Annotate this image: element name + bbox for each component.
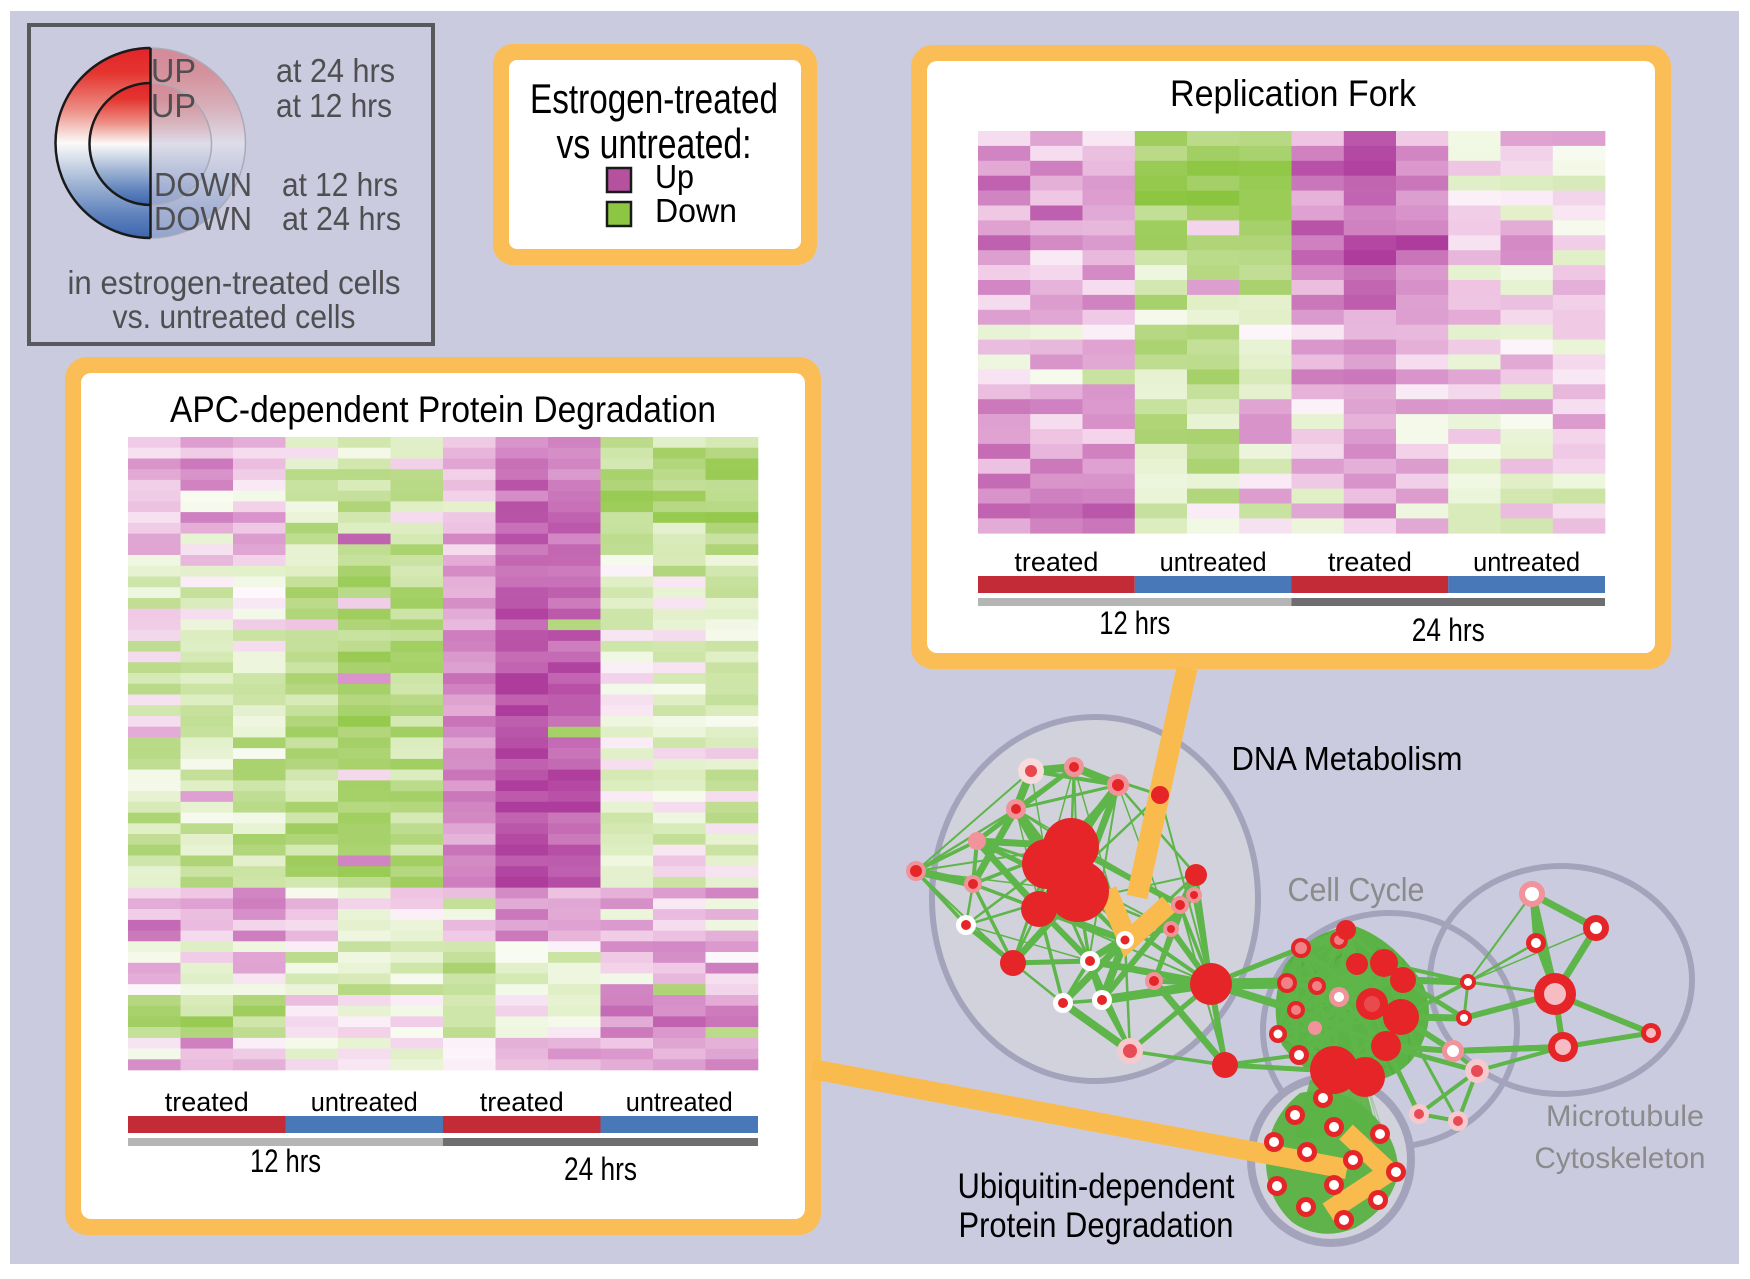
svg-text:12 hrs: 12 hrs bbox=[1099, 605, 1170, 641]
svg-text:UP: UP bbox=[151, 52, 196, 89]
svg-text:Up: Up bbox=[655, 158, 694, 195]
svg-text:DOWN: DOWN bbox=[154, 166, 252, 203]
svg-text:Protein Degradation: Protein Degradation bbox=[959, 1206, 1234, 1245]
svg-text:at 12 hrs: at 12 hrs bbox=[282, 166, 398, 203]
svg-text:Down: Down bbox=[655, 192, 737, 229]
svg-text:at 24 hrs: at 24 hrs bbox=[282, 200, 401, 237]
svg-text:treated: treated bbox=[1014, 547, 1098, 577]
svg-text:UP: UP bbox=[151, 87, 196, 124]
svg-text:Cytoskeleton: Cytoskeleton bbox=[1535, 1142, 1706, 1175]
svg-text:in estrogen-treated cells: in estrogen-treated cells bbox=[68, 264, 401, 301]
svg-text:Estrogen-treated: Estrogen-treated bbox=[530, 75, 778, 122]
svg-text:Ubiquitin-dependent: Ubiquitin-dependent bbox=[958, 1167, 1235, 1206]
svg-text:untreated: untreated bbox=[311, 1087, 418, 1117]
svg-text:24 hrs: 24 hrs bbox=[1412, 612, 1485, 648]
svg-text:untreated: untreated bbox=[1473, 547, 1580, 577]
svg-text:24 hrs: 24 hrs bbox=[564, 1151, 637, 1187]
svg-text:APC-dependent Protein Degradat: APC-dependent Protein Degradation bbox=[170, 389, 716, 430]
svg-text:untreated: untreated bbox=[626, 1087, 733, 1117]
svg-text:Microtubule: Microtubule bbox=[1546, 1100, 1704, 1133]
svg-text:treated: treated bbox=[165, 1087, 249, 1117]
svg-text:at 24 hrs: at 24 hrs bbox=[276, 52, 395, 89]
svg-text:Cell Cycle: Cell Cycle bbox=[1288, 871, 1425, 908]
svg-text:untreated: untreated bbox=[1160, 547, 1267, 577]
svg-text:treated: treated bbox=[1328, 547, 1412, 577]
svg-text:Replication Fork: Replication Fork bbox=[1170, 73, 1416, 114]
svg-text:DOWN: DOWN bbox=[154, 200, 252, 237]
svg-text:vs untreated:: vs untreated: bbox=[557, 120, 752, 167]
svg-text:DNA Metabolism: DNA Metabolism bbox=[1232, 741, 1463, 778]
svg-text:12 hrs: 12 hrs bbox=[250, 1143, 321, 1179]
svg-text:at 12 hrs: at 12 hrs bbox=[276, 87, 392, 124]
svg-text:treated: treated bbox=[480, 1087, 564, 1117]
svg-text:vs. untreated cells: vs. untreated cells bbox=[113, 298, 356, 335]
